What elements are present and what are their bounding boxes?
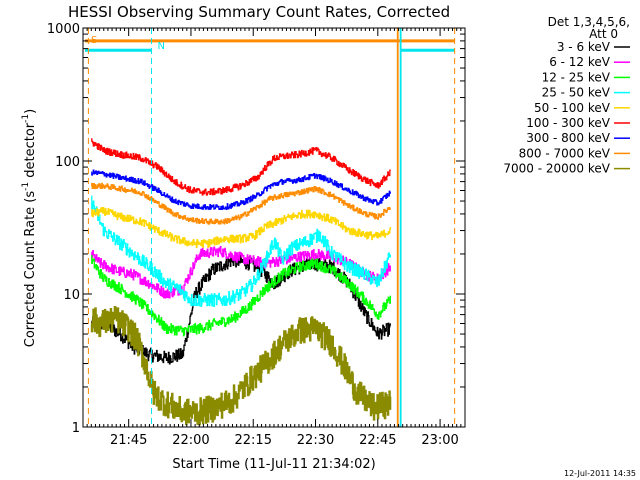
legend-label-6: 300 - 800 keV [526, 131, 610, 145]
x-tick-label: 22:00 [172, 433, 209, 448]
x-tick-label: 23:00 [421, 433, 458, 448]
y-tick-label: 1 [72, 421, 80, 436]
marker-layer: SN [85, 28, 456, 427]
legend-header-1: Det 1,3,4,5,6, [548, 15, 630, 29]
series-line-4 [91, 206, 391, 248]
x-tick-label: 22:15 [235, 433, 272, 448]
series-layer [90, 138, 392, 426]
series-line-2 [91, 254, 391, 337]
y-tick-label: 100 [55, 155, 80, 170]
series-line-1 [91, 246, 391, 299]
series-line-3 [91, 195, 391, 308]
axis-ticks: 21:45 22:00 22:15 22:30 22:45 23:00 1 10 100 1000 [47, 22, 465, 448]
marker-label-N: N [158, 41, 165, 52]
series-line-7 [91, 182, 391, 225]
legend-label-3: 25 - 50 keV [542, 86, 611, 100]
legend-label-7: 800 - 7000 keV [519, 146, 611, 160]
series-line-6 [91, 169, 391, 211]
legend-label-8: 7000 - 20000 keV [503, 162, 610, 176]
legend-label-5: 100 - 300 keV [526, 116, 610, 130]
legend-label-1: 6 - 12 keV [549, 55, 611, 69]
legend-label-4: 50 - 100 keV [534, 101, 611, 115]
x-axis-label: Start Time (11-Jul-11 21:34:02) [172, 457, 375, 472]
y-tick-label: 1000 [47, 22, 80, 37]
x-tick-label: 22:45 [359, 433, 396, 448]
timestamp: 12-Jul-2011 14:35 [564, 469, 636, 478]
legend-header-2: Att 0 [589, 27, 618, 41]
series-line-5 [91, 138, 391, 196]
x-tick-label: 22:30 [297, 433, 334, 448]
chart-title: HESSI Observing Summary Count Rates, Cor… [68, 3, 450, 21]
marker-label-S: S [91, 35, 97, 46]
legend-label-2: 12 - 25 keV [542, 70, 611, 84]
x-tick-label: 21:45 [110, 433, 147, 448]
legend-label-0: 3 - 6 keV [557, 40, 611, 54]
series-line-8 [90, 306, 392, 426]
y-axis-label: Corrected Count Rate (s-1 detector-1) [21, 109, 38, 347]
y-tick-label: 10 [63, 288, 80, 303]
